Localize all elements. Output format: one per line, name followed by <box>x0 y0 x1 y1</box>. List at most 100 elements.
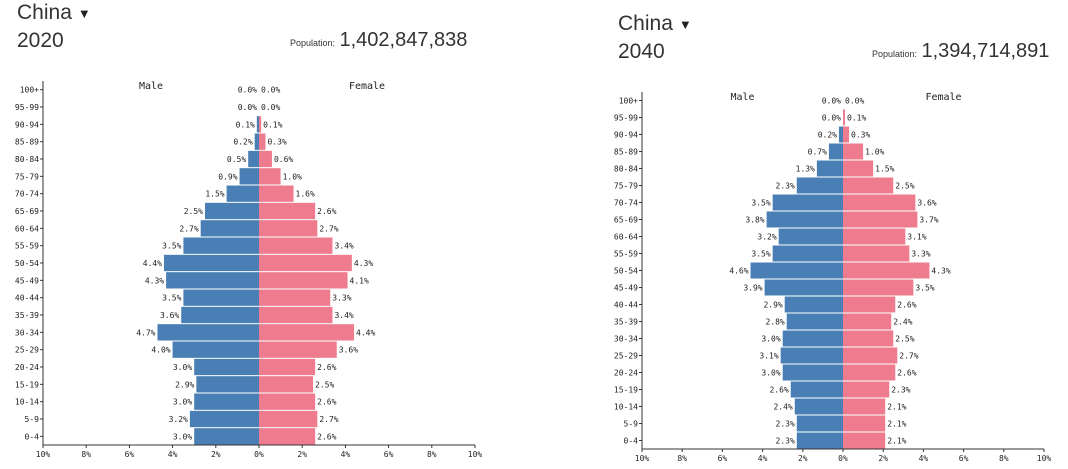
female-value-label: 4.3% <box>931 267 950 276</box>
male-value-label: 3.0% <box>761 369 780 378</box>
age-group-label: 0-4 <box>25 432 40 441</box>
age-group-label: 65-69 <box>15 207 39 216</box>
female-value-label: 2.7% <box>319 415 338 424</box>
age-group-label: 45-49 <box>15 276 39 285</box>
x-tick-label: 4% <box>168 450 178 459</box>
population-display: Population: 1,402,847,838 <box>290 29 467 52</box>
pyramid-panel-2040: China ▼ 2040 Population: 1,394,714,891 0-… <box>534 0 1068 469</box>
age-group-label: 70-74 <box>15 190 39 199</box>
female-value-label: 3.4% <box>334 242 353 251</box>
male-bar <box>254 133 259 150</box>
female-value-label: 0.1% <box>847 114 866 123</box>
caret-down-icon[interactable]: ▼ <box>678 16 692 32</box>
male-bar <box>816 160 843 177</box>
female-bar <box>843 381 890 398</box>
male-value-label: 3.0% <box>173 363 192 372</box>
age-group-label: 40-44 <box>15 294 39 303</box>
age-group-label: 5-9 <box>624 420 639 429</box>
female-value-label: 0.1% <box>263 120 282 129</box>
female-bar <box>259 168 281 185</box>
age-group-label: 10-14 <box>15 398 39 407</box>
female-series-label: Female <box>925 92 961 103</box>
x-tick-label: 6% <box>959 454 969 463</box>
age-group-label: 100+ <box>619 97 638 106</box>
male-value-label: 4.7% <box>136 328 155 337</box>
female-bar <box>843 364 896 381</box>
x-tick-label: 6% <box>384 450 394 459</box>
x-tick-label: 8% <box>427 450 437 459</box>
male-bar <box>780 347 843 364</box>
female-value-label: 2.7% <box>319 224 338 233</box>
male-bar <box>194 393 259 410</box>
age-group-label: 85-89 <box>614 148 638 157</box>
population-label: Population: <box>290 38 336 48</box>
female-bar <box>259 202 316 220</box>
female-value-label: 3.5% <box>915 284 934 293</box>
population-value: 1,402,847,838 <box>339 29 468 51</box>
female-value-label: 2.6% <box>897 301 916 310</box>
male-bar <box>172 341 259 358</box>
male-bar <box>790 381 843 398</box>
female-bar <box>259 116 262 133</box>
country-name: China <box>17 1 72 24</box>
male-value-label: 4.4% <box>143 259 162 268</box>
female-bar <box>259 150 272 168</box>
age-group-label: 5-9 <box>25 415 40 424</box>
x-tick-label: 10% <box>468 450 483 459</box>
age-group-label: 100+ <box>20 86 39 95</box>
female-bar <box>843 160 874 177</box>
female-value-label: 0.6% <box>274 155 293 164</box>
population-label: Population: <box>872 49 918 59</box>
male-bar <box>784 296 843 313</box>
age-group-label: 20-24 <box>614 369 638 378</box>
country-selector[interactable]: China ▼ <box>17 1 91 25</box>
age-group-label: 25-29 <box>614 352 638 361</box>
x-tick-label: 0% <box>838 454 848 463</box>
female-bar <box>259 376 313 393</box>
age-group-label: 95-99 <box>15 103 39 112</box>
age-group-label: 35-39 <box>614 318 638 327</box>
country-selector[interactable]: China ▼ <box>618 12 692 36</box>
age-group-label: 30-34 <box>15 328 39 337</box>
female-value-label: 1.0% <box>865 148 884 157</box>
female-bar <box>843 398 886 415</box>
x-tick-label: 2% <box>211 450 221 459</box>
female-bar <box>843 432 886 449</box>
male-series-label: Male <box>730 92 754 103</box>
male-value-label: 2.4% <box>773 403 792 412</box>
female-value-label: 3.6% <box>339 346 358 355</box>
female-bar <box>259 428 316 445</box>
population-pyramid-chart: 0-4 2.3% 2.1% 5-9 2.3% 2.1% 10-14 2.4% 2.1% 15-19… <box>614 92 1051 463</box>
female-value-label: 2.5% <box>315 380 334 389</box>
female-value-label: 2.6% <box>317 398 336 407</box>
age-group-label: 70-74 <box>614 199 638 208</box>
country-name: China <box>618 12 673 35</box>
female-value-label: 2.3% <box>891 386 910 395</box>
female-value-label: 3.6% <box>917 199 936 208</box>
female-value-label: 1.0% <box>283 172 302 181</box>
caret-down-icon[interactable]: ▼ <box>77 5 91 21</box>
pyramid-panel-2020: China ▼ 2020 Population: 1,402,847,838 0-… <box>15 1 483 459</box>
female-bar <box>843 211 918 228</box>
x-tick-label: 4% <box>919 454 929 463</box>
female-bar <box>259 358 316 376</box>
female-bar <box>843 194 916 211</box>
x-tick-label: 2% <box>878 454 888 463</box>
female-bar <box>259 254 352 272</box>
age-group-label: 75-79 <box>614 182 638 191</box>
x-tick-label: 0% <box>254 450 264 459</box>
population-display: Population: 1,394,714,891 <box>872 40 1049 63</box>
x-tick-label: 8% <box>999 454 1009 463</box>
age-group-label: 60-64 <box>614 233 638 242</box>
female-bar <box>843 245 910 262</box>
male-value-label: 2.8% <box>765 318 784 327</box>
female-value-label: 1.6% <box>296 190 315 199</box>
x-tick-label: 2% <box>297 450 307 459</box>
female-value-label: 0.3% <box>267 138 286 147</box>
age-group-label: 80-84 <box>614 165 638 174</box>
male-bar <box>183 289 259 306</box>
male-value-label: 3.2% <box>169 415 188 424</box>
female-bar <box>843 177 894 194</box>
male-value-label: 2.9% <box>175 380 194 389</box>
female-value-label: 4.3% <box>354 259 373 268</box>
